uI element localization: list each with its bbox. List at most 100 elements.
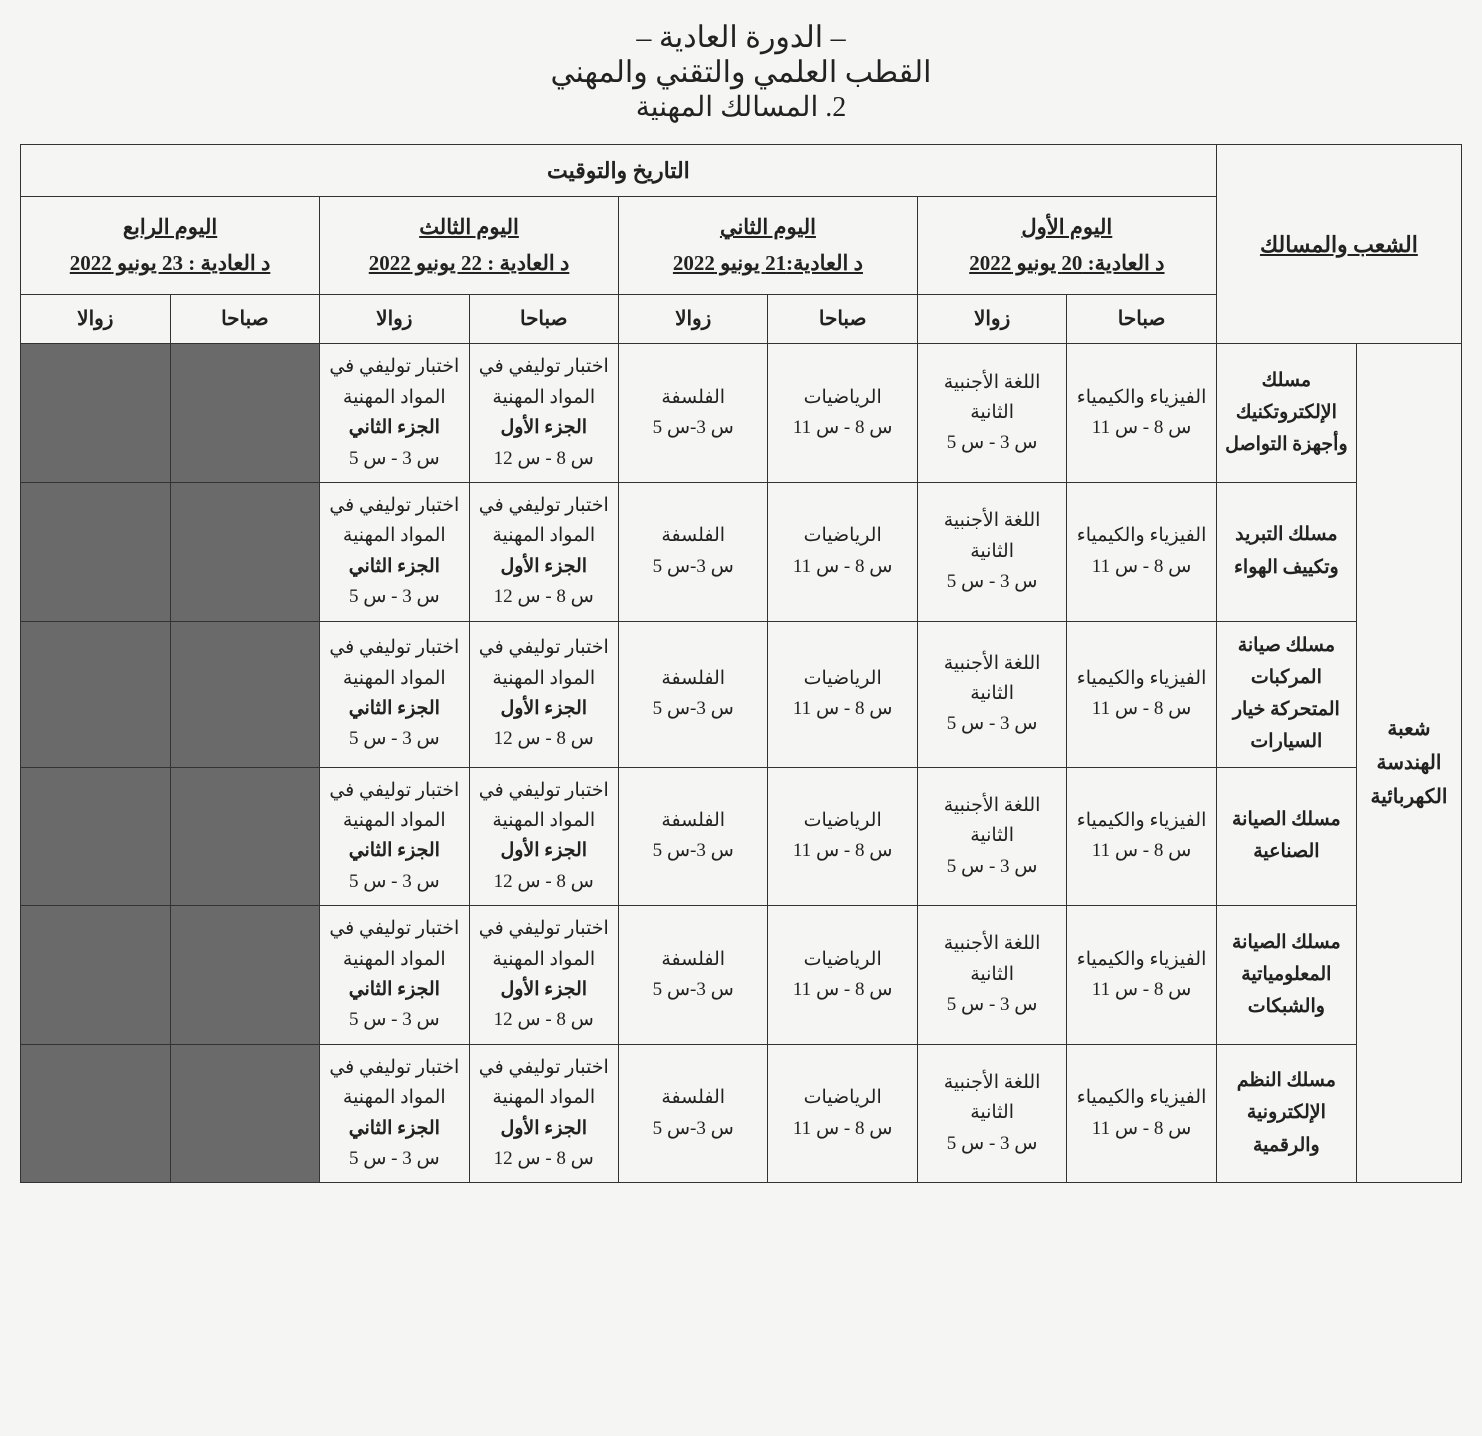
cell-d2-afternoon: الفلسفة س 3-س 5	[618, 482, 767, 621]
day1-morning-header: صباحا	[1067, 295, 1216, 344]
day2-afternoon-header: زوالا	[618, 295, 767, 344]
cell-d4-morning-empty	[170, 621, 319, 767]
subject-name: الرياضيات	[774, 1083, 910, 1113]
subject-name: اللغة الأجنبية الثانية	[924, 506, 1060, 567]
subject-time: س 3 - س 5	[326, 582, 462, 612]
subject-time: س 8 - س 11	[774, 694, 910, 724]
cell-d4-morning-empty	[170, 906, 319, 1045]
subject-time: س 3 - س 5	[326, 1144, 462, 1174]
subject-time: س 3 - س 5	[924, 1129, 1060, 1159]
day-3-header: اليوم الثالث د العادية : 22 يونيو 2022	[320, 197, 619, 295]
day3-morning-header: صباحا	[469, 295, 618, 344]
subject-part: الجزء الثاني	[326, 836, 462, 866]
subject-time: س 8 - س 12	[476, 1144, 612, 1174]
subject-name: الفيزياء والكيمياء	[1073, 664, 1209, 694]
subject-part: الجزء الثاني	[326, 552, 462, 582]
cell-d1-morning: الفيزياء والكيمياء س 8 - س 11	[1067, 906, 1216, 1045]
subject-time: س 3 - س 5	[924, 428, 1060, 458]
cell-d3-afternoon: اختبار توليفي في المواد المهنية الجزء ال…	[320, 344, 469, 483]
subject-name: الرياضيات	[774, 945, 910, 975]
day-2-date: د العادية:21 يونيو 2022	[625, 247, 911, 281]
cell-d3-morning: اختبار توليفي في المواد المهنية الجزء ال…	[469, 482, 618, 621]
subject-time: س 8 - س 11	[1073, 694, 1209, 724]
subject-part: الجزء الثاني	[326, 1114, 462, 1144]
subject-time: س 8 - س 11	[1073, 1114, 1209, 1144]
subject-name: اختبار توليفي في المواد المهنية	[476, 776, 612, 837]
day-3-date: د العادية : 22 يونيو 2022	[326, 247, 612, 281]
subject-name: اختبار توليفي في المواد المهنية	[476, 633, 612, 694]
table-row: مسلك التبريد وتكييف الهواء الفيزياء والك…	[21, 482, 1462, 621]
subject-name: الرياضيات	[774, 664, 910, 694]
cell-d3-afternoon: اختبار توليفي في المواد المهنية الجزء ال…	[320, 621, 469, 767]
track-name: مسلك التبريد وتكييف الهواء	[1216, 482, 1356, 621]
subject-name: الرياضيات	[774, 383, 910, 413]
subject-name: اختبار توليفي في المواد المهنية	[326, 1053, 462, 1114]
subject-name: الفلسفة	[625, 806, 761, 836]
day-1-header: اليوم الأول د العادية: 20 يونيو 2022	[917, 197, 1216, 295]
subject-part: الجزء الأول	[476, 975, 612, 1005]
subject-name: اللغة الأجنبية الثانية	[924, 649, 1060, 710]
cell-d4-afternoon-empty	[21, 1044, 171, 1183]
schedule-table: الشعب والمسالك التاريخ والتوقيت اليوم ال…	[20, 144, 1462, 1183]
cell-d4-afternoon-empty	[21, 906, 171, 1045]
subject-name: الفلسفة	[625, 383, 761, 413]
track-name: مسلك النظم الإلكترونية والرقمية	[1216, 1044, 1356, 1183]
subject-name: الفيزياء والكيمياء	[1073, 1083, 1209, 1113]
cell-d4-morning-empty	[170, 482, 319, 621]
subject-time: س 3-س 5	[625, 836, 761, 866]
subject-time: س 3 - س 5	[326, 724, 462, 754]
cell-d4-afternoon-empty	[21, 344, 171, 483]
cell-d2-afternoon: الفلسفة س 3-س 5	[618, 906, 767, 1045]
subject-time: س 8 - س 11	[1073, 413, 1209, 443]
date-time-header: التاريخ والتوقيت	[21, 145, 1217, 197]
cell-d3-afternoon: اختبار توليفي في المواد المهنية الجزء ال…	[320, 767, 469, 906]
day-4-date: د العادية : 23 يونيو 2022	[27, 247, 313, 281]
branch-name: شعبة الهندسة الكهربائية	[1356, 344, 1461, 1183]
day2-morning-header: صباحا	[768, 295, 917, 344]
subject-time: س 3-س 5	[625, 694, 761, 724]
subject-name: اختبار توليفي في المواد المهنية	[326, 914, 462, 975]
cell-d2-afternoon: الفلسفة س 3-س 5	[618, 344, 767, 483]
cell-d1-morning: الفيزياء والكيمياء س 8 - س 11	[1067, 344, 1216, 483]
subject-name: الفيزياء والكيمياء	[1073, 945, 1209, 975]
subject-name: اختبار توليفي في المواد المهنية	[326, 776, 462, 837]
subject-time: س 8 - س 11	[774, 836, 910, 866]
subject-name: اختبار توليفي في المواد المهنية	[476, 1053, 612, 1114]
subject-time: س 8 - س 12	[476, 444, 612, 474]
cell-d1-afternoon: اللغة الأجنبية الثانية س 3 - س 5	[917, 344, 1066, 483]
day-1-name: اليوم الأول	[924, 211, 1210, 245]
cell-d3-morning: اختبار توليفي في المواد المهنية الجزء ال…	[469, 344, 618, 483]
subject-name: اختبار توليفي في المواد المهنية	[326, 352, 462, 413]
cell-d3-morning: اختبار توليفي في المواد المهنية الجزء ال…	[469, 767, 618, 906]
cell-d2-morning: الرياضيات س 8 - س 11	[768, 621, 917, 767]
day-1-date: د العادية: 20 يونيو 2022	[924, 247, 1210, 281]
cell-d3-afternoon: اختبار توليفي في المواد المهنية الجزء ال…	[320, 1044, 469, 1183]
subject-time: س 3 - س 5	[924, 852, 1060, 882]
subject-name: الفيزياء والكيمياء	[1073, 521, 1209, 551]
cell-d2-morning: الرياضيات س 8 - س 11	[768, 906, 917, 1045]
cell-d4-morning-empty	[170, 767, 319, 906]
cell-d2-morning: الرياضيات س 8 - س 11	[768, 1044, 917, 1183]
subject-time: س 8 - س 11	[774, 413, 910, 443]
cell-d2-morning: الرياضيات س 8 - س 11	[768, 344, 917, 483]
table-row: مسلك صيانة المركبات المتحركة خيار السيار…	[21, 621, 1462, 767]
cell-d4-afternoon-empty	[21, 482, 171, 621]
subject-name: اختبار توليفي في المواد المهنية	[476, 914, 612, 975]
day4-afternoon-header: زوالا	[21, 295, 171, 344]
subject-name: الفيزياء والكيمياء	[1073, 806, 1209, 836]
cell-d4-morning-empty	[170, 1044, 319, 1183]
subject-part: الجزء الثاني	[326, 694, 462, 724]
subject-name: الفلسفة	[625, 521, 761, 551]
subject-time: س 8 - س 11	[1073, 975, 1209, 1005]
subject-name: اللغة الأجنبية الثانية	[924, 791, 1060, 852]
subject-name: اللغة الأجنبية الثانية	[924, 1068, 1060, 1129]
cell-d1-afternoon: اللغة الأجنبية الثانية س 3 - س 5	[917, 1044, 1066, 1183]
table-row: مسلك النظم الإلكترونية والرقمية الفيزياء…	[21, 1044, 1462, 1183]
subject-time: س 3 - س 5	[326, 444, 462, 474]
track-name: مسلك الإلكتروتكنيك وأجهزة التواصل	[1216, 344, 1356, 483]
subject-time: س 3 - س 5	[326, 867, 462, 897]
table-row: مسلك الصيانة الصناعية الفيزياء والكيمياء…	[21, 767, 1462, 906]
subject-name: الفلسفة	[625, 664, 761, 694]
cell-d3-morning: اختبار توليفي في المواد المهنية الجزء ال…	[469, 906, 618, 1045]
cell-d4-afternoon-empty	[21, 621, 171, 767]
